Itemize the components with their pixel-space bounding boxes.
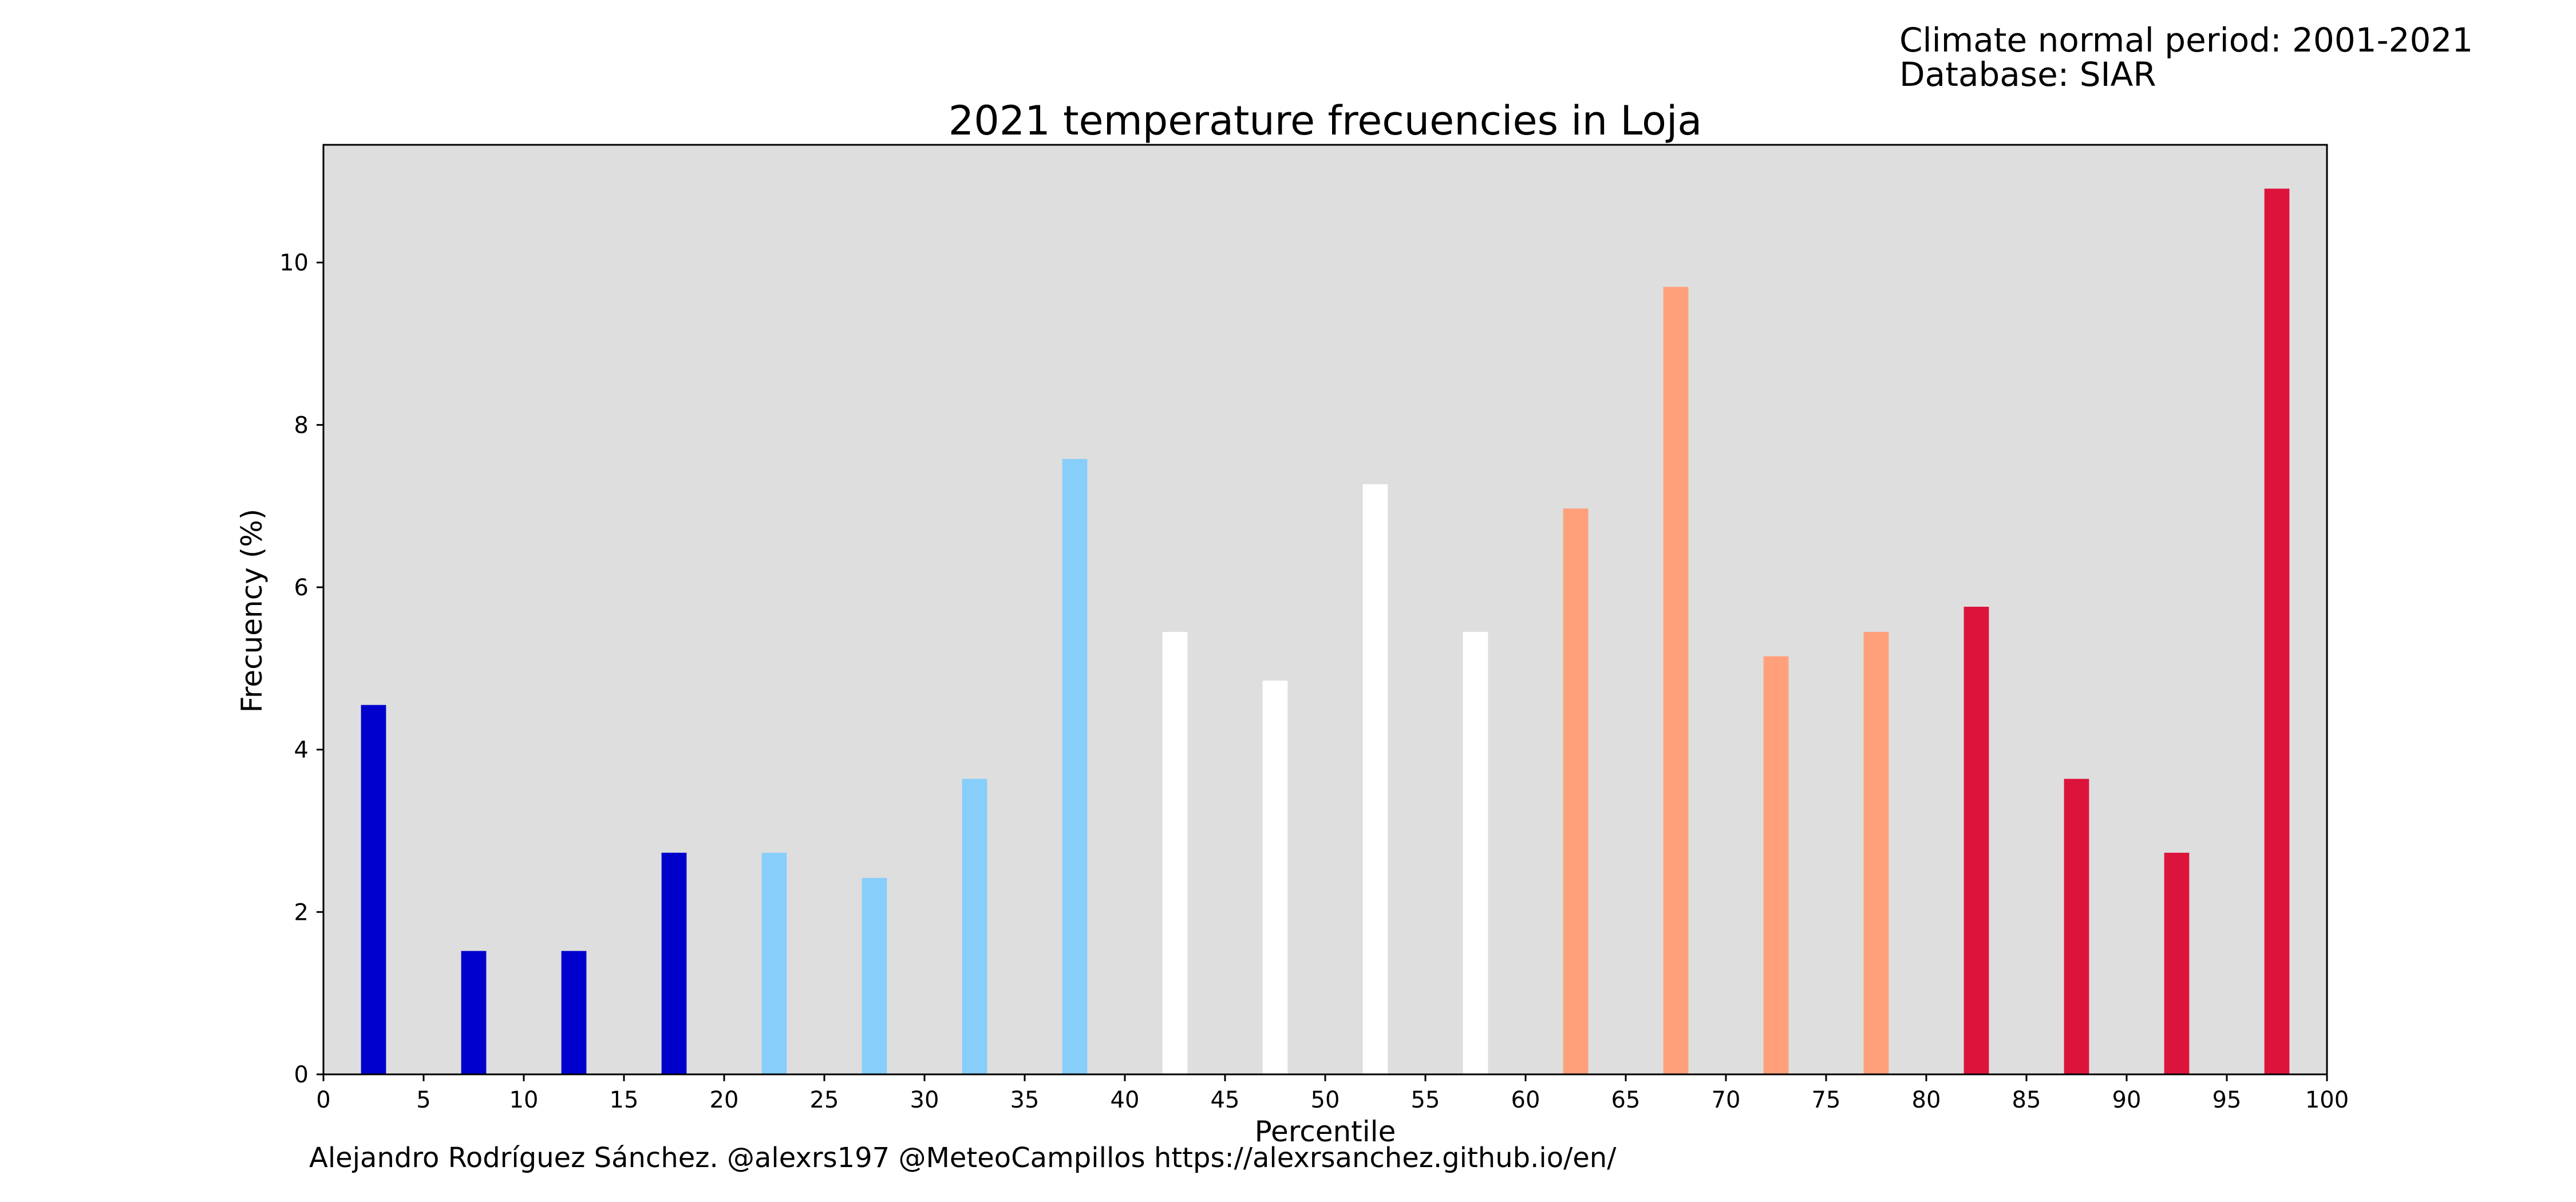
bar-57.5 <box>1463 632 1488 1074</box>
database-line: Database: SIAR <box>1899 55 2156 94</box>
x-tick-label: 70 <box>1712 1087 1741 1113</box>
x-tick-label: 80 <box>1912 1087 1941 1113</box>
climate-period-line: Climate normal period: 2001-2021 <box>1899 21 2474 60</box>
x-tick-label: 95 <box>2212 1087 2242 1113</box>
bar-7.5 <box>461 951 487 1074</box>
x-tick-label: 45 <box>1211 1087 1240 1113</box>
chart-title: 2021 temperature frecuencies in Loja <box>948 97 1702 144</box>
x-tick-label: 75 <box>1812 1087 1841 1113</box>
bar-52.5 <box>1362 484 1388 1074</box>
bar-82.5 <box>1963 607 1989 1074</box>
bar-87.5 <box>2064 778 2089 1074</box>
credit-text: Alejandro Rodríguez Sánchez. @alexrs197 … <box>309 1142 1617 1174</box>
bar-32.5 <box>962 778 987 1074</box>
x-tick-label: 5 <box>416 1087 430 1113</box>
x-tick-label: 15 <box>610 1087 639 1113</box>
x-tick-label: 0 <box>316 1087 330 1113</box>
x-axis-ticks: 0 5 10 15 20 25 30 35 40 45 50 55 60 65 70 75 80 85 90 95 10… <box>316 1074 2349 1113</box>
info-text: Climate normal period: 2001-2021 Databas… <box>1899 23 2473 92</box>
x-tick-label: 90 <box>2112 1087 2142 1113</box>
y-axis-label: Frecuency (%) <box>235 508 268 713</box>
x-tick-label: 50 <box>1311 1087 1340 1113</box>
y-axis-ticks: 0 2 4 6 8 10 <box>279 250 323 1088</box>
bar-97.5 <box>2264 188 2290 1075</box>
bar-42.5 <box>1162 632 1188 1074</box>
x-tick-label: 65 <box>1611 1087 1641 1113</box>
bars-group <box>361 188 2290 1075</box>
x-tick-label: 100 <box>2305 1087 2349 1113</box>
x-axis-label: Percentile <box>1254 1115 1396 1148</box>
y-tick-label: 0 <box>294 1062 309 1088</box>
bar-27.5 <box>862 877 887 1074</box>
bar-37.5 <box>1062 458 1088 1074</box>
y-tick-label: 2 <box>294 899 309 926</box>
bar-22.5 <box>761 852 787 1074</box>
x-tick-label: 35 <box>1010 1087 1040 1113</box>
bar-67.5 <box>1663 287 1689 1074</box>
plot-background <box>323 145 2327 1074</box>
bar-17.5 <box>661 852 687 1074</box>
bar-2.5 <box>361 705 386 1074</box>
y-tick-label: 6 <box>294 575 309 601</box>
x-tick-label: 55 <box>1411 1087 1440 1113</box>
x-tick-label: 40 <box>1111 1087 1140 1113</box>
x-tick-label: 20 <box>710 1087 739 1113</box>
y-tick-label: 8 <box>294 412 309 438</box>
x-tick-label: 25 <box>810 1087 839 1113</box>
x-tick-label: 30 <box>910 1087 939 1113</box>
bar-77.5 <box>1863 632 1889 1074</box>
y-tick-label: 10 <box>279 250 309 276</box>
bar-12.5 <box>561 951 587 1074</box>
bar-47.5 <box>1262 681 1288 1074</box>
x-tick-label: 85 <box>2012 1087 2041 1113</box>
y-tick-label: 4 <box>294 737 309 764</box>
bar-72.5 <box>1763 656 1789 1074</box>
x-tick-label: 60 <box>1511 1087 1540 1113</box>
bar-92.5 <box>2164 852 2190 1074</box>
bar-62.5 <box>1563 508 1589 1074</box>
x-tick-label: 10 <box>509 1087 539 1113</box>
